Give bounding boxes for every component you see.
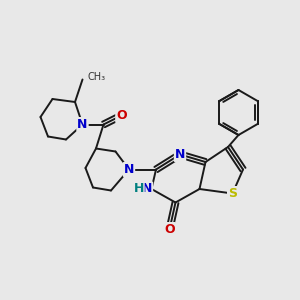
- Text: N: N: [175, 148, 185, 161]
- Text: N: N: [77, 118, 88, 131]
- Text: O: O: [116, 109, 127, 122]
- Text: N: N: [142, 182, 152, 196]
- Text: CH₃: CH₃: [87, 71, 105, 82]
- Text: N: N: [124, 163, 134, 176]
- Text: H: H: [134, 182, 144, 195]
- Text: O: O: [164, 223, 175, 236]
- Text: S: S: [228, 187, 237, 200]
